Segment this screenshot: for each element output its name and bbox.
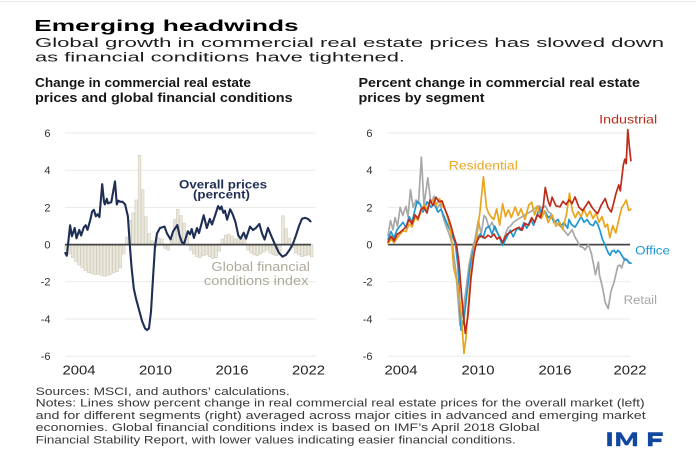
svg-text:-6: -6 — [363, 351, 373, 363]
svg-text:prices and global financial co: prices and global financial conditions — [35, 90, 293, 105]
svg-text:2016: 2016 — [216, 362, 249, 377]
svg-text:Percent change in commercial r: Percent change in commercial real estate — [359, 75, 641, 90]
svg-text:-4: -4 — [363, 314, 373, 326]
svg-text:-2: -2 — [41, 277, 51, 289]
svg-text:Global financial: Global financial — [211, 259, 310, 274]
svg-text:Emerging headwinds: Emerging headwinds — [34, 18, 299, 35]
svg-text:-2: -2 — [363, 277, 373, 289]
svg-text:Change in commercial real esta: Change in commercial real estate — [35, 75, 251, 90]
svg-text:and for different segments (ri: and for different segments (right) avera… — [36, 410, 646, 422]
svg-text:6: 6 — [44, 128, 50, 140]
svg-text:2010: 2010 — [139, 362, 172, 377]
svg-text:Residential: Residential — [449, 159, 518, 173]
svg-text:Office: Office — [635, 244, 670, 258]
svg-text:Financial Stability Report, wi: Financial Stability Report, with lower v… — [36, 435, 516, 447]
svg-text:2: 2 — [44, 202, 50, 214]
svg-text:conditions index: conditions index — [204, 273, 309, 288]
svg-text:4: 4 — [366, 165, 372, 177]
svg-text:2022: 2022 — [614, 362, 647, 377]
svg-text:Retail: Retail — [624, 293, 657, 307]
svg-text:2004: 2004 — [63, 362, 96, 377]
svg-text:2016: 2016 — [539, 362, 572, 377]
svg-text:2010: 2010 — [462, 362, 495, 377]
svg-text:economies. Global financial co: economies. Global financial conditions i… — [36, 422, 540, 434]
svg-text:0: 0 — [366, 240, 372, 252]
svg-text:4: 4 — [44, 165, 50, 177]
svg-text:2004: 2004 — [385, 362, 418, 377]
svg-text:Overall prices: Overall prices — [179, 178, 267, 192]
svg-text:2: 2 — [366, 202, 372, 214]
svg-text:-6: -6 — [41, 351, 51, 363]
svg-text:as financial conditions have t: as financial conditions have tightened. — [35, 50, 405, 64]
svg-text:Sources: MSCI, and authors’ ca: Sources: MSCI, and authors’ calculations… — [36, 386, 290, 398]
svg-text:(percent): (percent) — [193, 187, 250, 201]
svg-text:Global growth in commercial re: Global growth in commercial real estate … — [35, 36, 664, 50]
svg-text:Industrial: Industrial — [599, 113, 657, 127]
svg-text:-4: -4 — [41, 314, 51, 326]
svg-text:Notes: Lines show percent chan: Notes: Lines show percent change in real… — [36, 398, 645, 410]
svg-text:6: 6 — [366, 128, 372, 140]
svg-text:2022: 2022 — [292, 362, 325, 377]
svg-text:0: 0 — [44, 240, 50, 252]
svg-text:prices by segment: prices by segment — [359, 90, 486, 105]
